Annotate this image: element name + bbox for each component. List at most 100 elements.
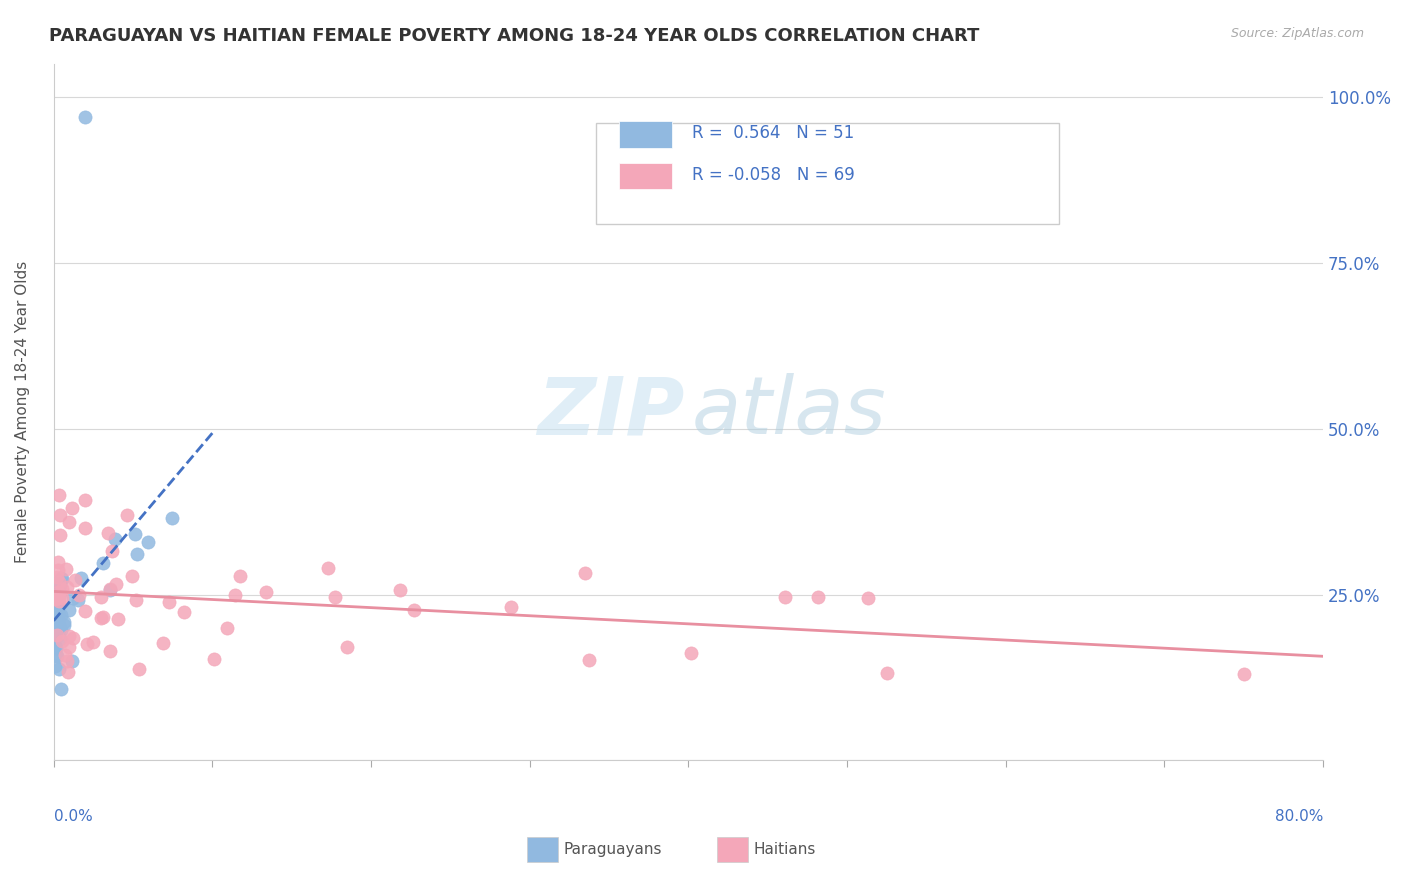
Point: [48, 574, 70, 589]
Point: [44, 591, 66, 606]
Bar: [619, 163, 672, 189]
Point: [229, 569, 252, 583]
Point: [97, 526, 120, 541]
Point: [101, 543, 124, 558]
Point: [56, 580, 79, 594]
Point: [62, 631, 84, 645]
Point: [51, 682, 73, 697]
Point: [48, 662, 70, 676]
Point: [44, 578, 66, 592]
Point: [55, 654, 77, 668]
Point: [107, 612, 129, 626]
Point: [42, 621, 65, 635]
Point: [224, 588, 246, 602]
Point: [69, 570, 91, 584]
Point: [336, 640, 359, 654]
Point: [46, 595, 69, 609]
Point: [67, 588, 90, 602]
Point: [127, 547, 149, 561]
Point: [48, 606, 70, 620]
Point: [58, 515, 80, 529]
Point: [49, 571, 72, 585]
Point: [42, 632, 65, 647]
Point: [49, 632, 72, 646]
Point: [60, 501, 83, 516]
Text: R = -0.058   N = 69: R = -0.058 N = 69: [692, 166, 855, 184]
Point: [124, 593, 146, 607]
Point: [46, 624, 69, 639]
Point: [48, 617, 70, 632]
Point: [51, 573, 73, 587]
Point: [53, 648, 76, 663]
Point: [63, 573, 86, 587]
Point: [48, 624, 70, 638]
Text: Haitians: Haitians: [754, 842, 815, 856]
Point: [48, 488, 70, 502]
Point: [48, 589, 70, 603]
Point: [1233, 667, 1256, 681]
FancyBboxPatch shape: [596, 123, 1059, 224]
Point: [316, 561, 339, 575]
Point: [679, 646, 702, 660]
Point: [160, 511, 183, 525]
Point: [44, 624, 66, 639]
Point: [773, 590, 796, 604]
Point: [323, 590, 346, 604]
Point: [73, 493, 96, 508]
Point: [45, 598, 67, 612]
Point: [48, 593, 70, 607]
Point: [49, 578, 72, 592]
Point: [53, 615, 76, 630]
Point: [45, 592, 67, 607]
Point: [58, 602, 80, 616]
Point: [574, 566, 596, 580]
Point: [49, 585, 72, 599]
Point: [73, 521, 96, 535]
Point: [138, 535, 160, 549]
Point: [90, 591, 112, 605]
Text: ZIP: ZIP: [537, 373, 685, 451]
Point: [51, 623, 73, 637]
Point: [52, 618, 75, 632]
Point: [98, 582, 121, 597]
Point: [49, 608, 72, 623]
Point: [45, 640, 67, 655]
Point: [44, 594, 66, 608]
Point: [202, 652, 225, 666]
Text: atlas: atlas: [692, 373, 887, 451]
Point: [44, 639, 66, 653]
Point: [104, 533, 127, 547]
Point: [48, 563, 70, 577]
Point: [93, 610, 115, 624]
Point: [48, 607, 70, 621]
Point: [58, 640, 80, 654]
Point: [46, 584, 69, 599]
Text: 80.0%: 80.0%: [1275, 809, 1323, 824]
Point: [44, 603, 66, 617]
Point: [73, 604, 96, 618]
Point: [215, 621, 238, 635]
Point: [82, 635, 104, 649]
Point: [173, 606, 195, 620]
Point: [404, 603, 426, 617]
Point: [858, 591, 880, 605]
Point: [115, 508, 138, 522]
Point: [55, 562, 77, 576]
Point: [49, 528, 72, 542]
Point: [44, 591, 66, 606]
Point: [157, 595, 180, 609]
Point: [104, 576, 127, 591]
Point: [46, 628, 69, 642]
Point: [876, 666, 898, 681]
Bar: [619, 121, 672, 147]
Point: [45, 649, 67, 664]
Point: [49, 508, 72, 522]
Point: [388, 582, 411, 597]
Point: [98, 644, 121, 658]
Point: [44, 591, 66, 605]
Point: [44, 658, 66, 673]
Point: [124, 527, 146, 541]
Point: [51, 633, 73, 648]
Point: [90, 611, 112, 625]
Text: Paraguayans: Paraguayans: [564, 842, 662, 856]
